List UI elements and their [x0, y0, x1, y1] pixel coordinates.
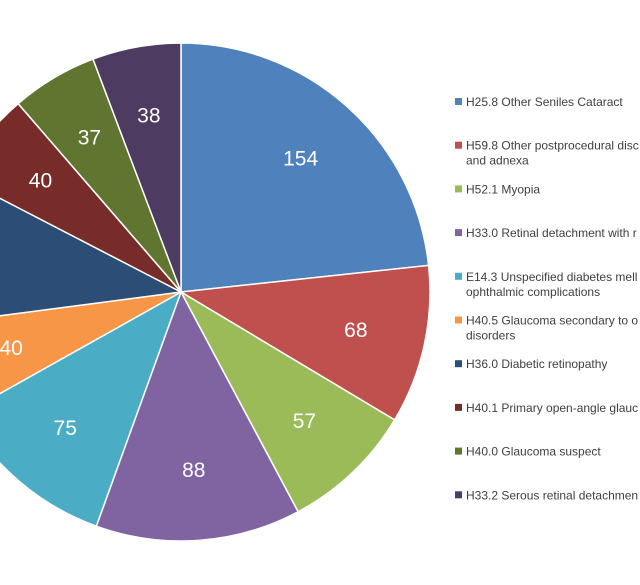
legend-swatch	[455, 272, 462, 280]
legend-label: E14.3 Unspecified diabetes mell	[466, 270, 637, 284]
legend-swatch	[455, 185, 462, 193]
legend-swatch	[455, 98, 462, 105]
legend-swatch	[455, 360, 462, 368]
legend-item-4: H33.0 Retinal detachment with r	[455, 226, 637, 240]
legend-item-5: E14.3 Unspecified diabetes mellophthalmi…	[455, 270, 637, 299]
legend-label: and adnexa	[466, 154, 529, 168]
legend-swatch	[455, 403, 462, 411]
pie-slice-7	[0, 197, 184, 317]
pie-slice-4	[95, 290, 300, 542]
data-label-2: 68	[344, 319, 367, 342]
legend-label: disorders	[466, 329, 515, 343]
data-label-1: 154	[283, 147, 318, 170]
legend-label: H36.0 Diabetic retinopathy	[466, 357, 607, 371]
legend-item-9: H40.0 Glaucoma suspect	[455, 445, 601, 459]
legend-swatch	[455, 141, 462, 149]
data-label-10: 38	[137, 104, 160, 127]
data-label-4: 88	[182, 459, 205, 482]
pie-slice-2	[178, 264, 431, 421]
legend-item-8: H40.1 Primary open-angle glauc	[455, 401, 638, 415]
legend-item-1: H25.8 Other Seniles Cataract	[455, 95, 623, 109]
legend-label: H40.1 Primary open-angle glauc	[466, 401, 638, 415]
legend-label: ophthalmic complications	[466, 285, 600, 299]
pie-data-labels: 154 68 57 88 75 40 40 37 38	[0, 104, 368, 482]
legend-label: H33.2 Serous retinal detachmen	[466, 488, 638, 502]
legend-label: H59.8 Other postprocedural disc	[466, 139, 639, 153]
pie-slice-5	[0, 290, 183, 528]
data-label-6: 40	[0, 337, 23, 360]
pie-slice-3	[179, 289, 396, 513]
data-label-8: 40	[29, 170, 52, 193]
legend-swatch	[455, 447, 462, 455]
legend-item-3: H52.1 Myopia	[455, 182, 540, 196]
legend-item-7: H36.0 Diabetic retinopathy	[455, 357, 607, 371]
legend-label: H40.5 Glaucoma secondary to o	[466, 314, 638, 328]
legend-label: H40.0 Glaucoma suspect	[466, 445, 601, 459]
data-label-5: 75	[54, 417, 77, 440]
legend-swatch	[455, 316, 462, 324]
pie-slice-1	[180, 42, 430, 293]
legend-swatch	[455, 229, 462, 237]
legend-label: H25.8 Other Seniles Cataract	[466, 95, 623, 109]
legend-label: H33.0 Retinal detachment with r	[466, 226, 637, 240]
pie-slice-10	[92, 42, 182, 293]
data-label-3: 57	[293, 410, 316, 433]
legend-label: H52.1 Myopia	[466, 182, 540, 196]
legend-item-10: H33.2 Serous retinal detachmen	[455, 488, 638, 502]
pie-slice-6	[0, 291, 182, 395]
pie-slices	[0, 42, 431, 542]
legend: H25.8 Other Seniles Cataract H59.8 Other …	[455, 95, 639, 502]
data-label-9: 37	[78, 127, 101, 150]
legend-swatch	[455, 491, 462, 499]
